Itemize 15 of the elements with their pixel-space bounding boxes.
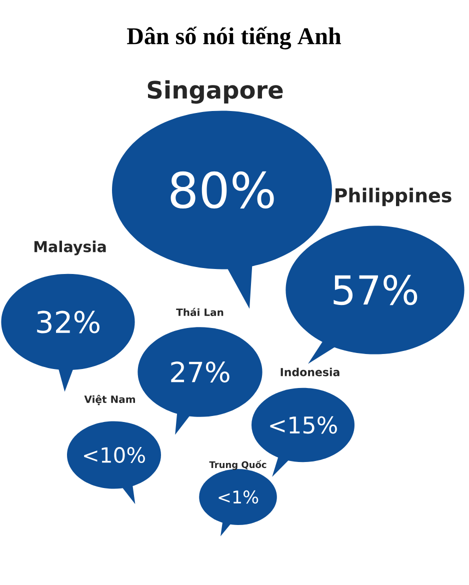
text: Dân số nói tiếng Anh xyxy=(127,26,341,50)
category-label: Malaysia xyxy=(34,240,106,256)
data-label: <1% xyxy=(218,490,258,504)
data-label: <15% xyxy=(270,416,337,434)
data-label: 32% xyxy=(37,310,100,334)
category-label: Philippines xyxy=(336,188,452,206)
category-label: Việt Nam xyxy=(84,394,135,406)
category-label: Indonesia xyxy=(280,368,340,376)
data-label: 80% xyxy=(170,171,274,209)
category-label: Trung Quốc xyxy=(209,460,266,470)
data-label: <10% xyxy=(84,447,145,463)
category-label: Singapore xyxy=(148,80,283,104)
data-label: 27% xyxy=(171,361,230,383)
category-label: Thái Lan xyxy=(176,308,224,316)
data-label: 57% xyxy=(334,274,418,306)
